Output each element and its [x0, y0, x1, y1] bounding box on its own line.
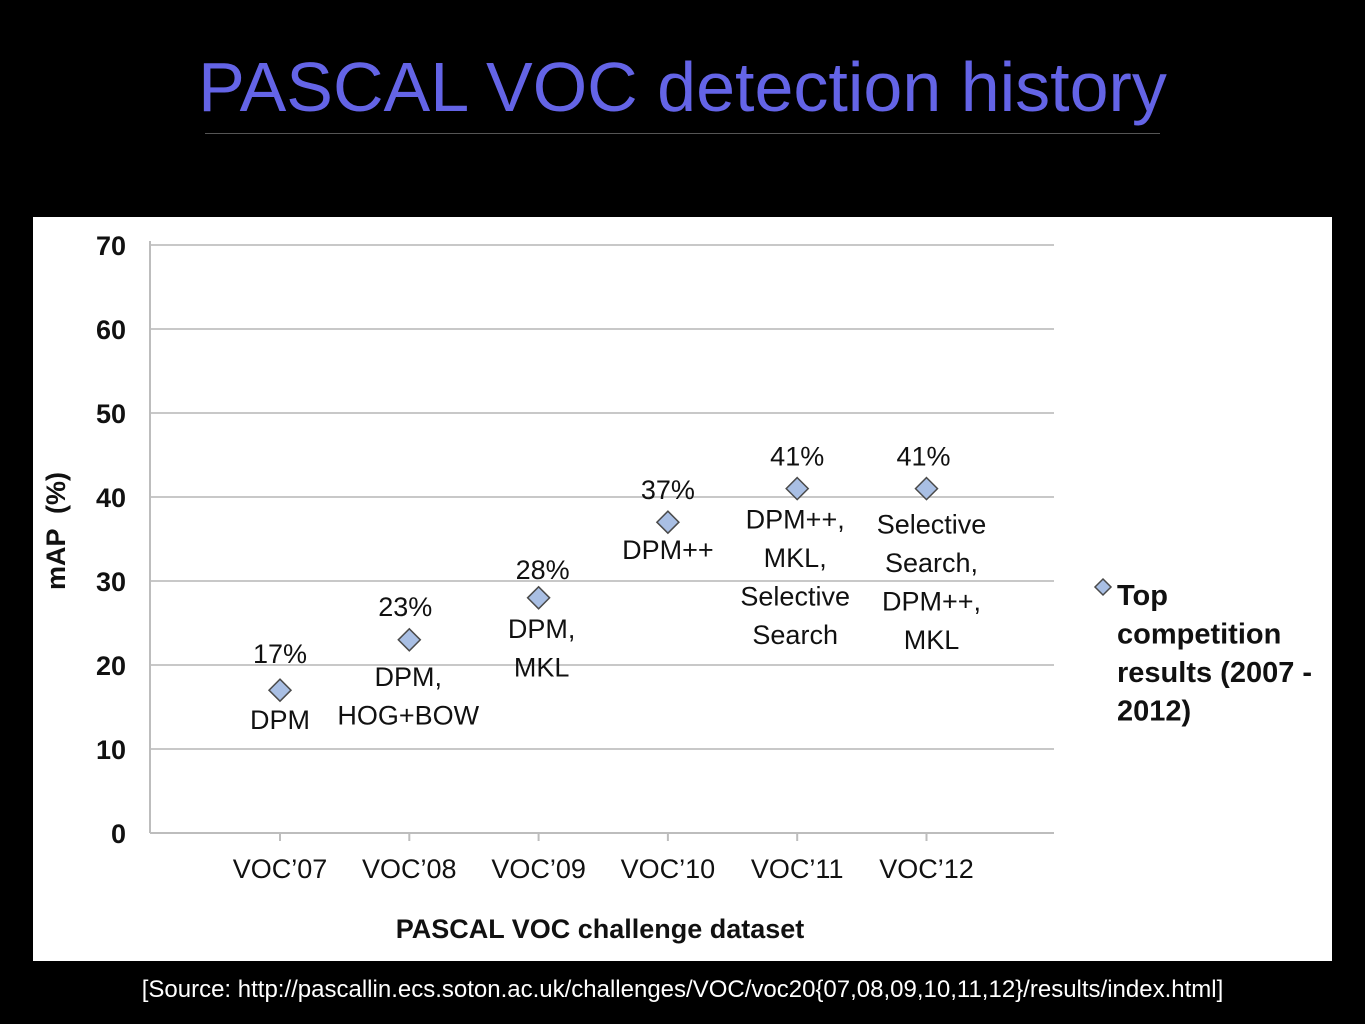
y-tick-label: 70: [96, 231, 126, 261]
map-scatter-chart: 0 10 20 30 40 50 60 70 VOC’07 VOC’08 VOC’09 VOC’10 V…: [41, 231, 1312, 944]
x-category-label: VOC’09: [491, 854, 586, 884]
chart-panel: 0 10 20 30 40 50 60 70 VOC’07 VOC’08 VOC’09 VOC’10 V…: [33, 217, 1332, 961]
legend-label-line: Top: [1117, 580, 1168, 612]
x-category-label: VOC’10: [621, 854, 716, 884]
data-point-marker: [267, 678, 293, 703]
data-value-label: 41%: [896, 442, 950, 472]
title-divider: [205, 133, 1160, 134]
method-annotation-line: MKL: [904, 625, 960, 655]
y-axis-title: mAP (%): [41, 472, 71, 590]
data-point-marker: [785, 476, 810, 501]
method-annotation-line: Search,: [885, 548, 978, 578]
method-annotation-line: MKL: [514, 652, 570, 682]
x-axis-title: PASCAL VOC challenge dataset: [396, 914, 805, 944]
data-value-label: 37%: [641, 475, 695, 505]
legend-label-line: competition: [1117, 619, 1281, 651]
data-point-marker: [526, 585, 551, 610]
method-annotation-line: DPM,: [508, 614, 576, 644]
method-annotation-line: DPM++: [622, 535, 714, 565]
x-category-label: VOC’12: [879, 854, 974, 884]
method-annotation-line: MKL,: [764, 543, 827, 573]
method-annotation-line: Search: [752, 620, 838, 650]
data-point-marker: [914, 476, 939, 501]
method-annotation-line: Selective: [877, 510, 987, 540]
legend-marker: [1093, 577, 1113, 597]
x-category-label: VOC’07: [233, 854, 328, 884]
source-citation: [Source: http://pascallin.ecs.soton.ac.u…: [141, 976, 1224, 1003]
method-annotation-line: Selective: [740, 582, 850, 612]
legend-label-line: results (2007 -: [1117, 657, 1312, 689]
method-annotation-line: DPM++,: [882, 587, 981, 617]
y-tick-label: 50: [96, 399, 126, 429]
data-value-label: 28%: [516, 555, 570, 585]
y-tick-label: 20: [96, 651, 126, 681]
y-tick-label: 0: [111, 819, 126, 849]
y-tick-label: 40: [96, 483, 126, 513]
legend-label-line: 2012): [1117, 696, 1191, 728]
y-tick-label: 30: [96, 567, 126, 597]
slide-title: PASCAL VOC detection history: [198, 48, 1167, 126]
method-annotation-line: DPM: [250, 705, 310, 735]
data-value-label: 41%: [770, 442, 824, 472]
data-point-marker: [397, 627, 422, 652]
y-tick-label: 60: [96, 315, 126, 345]
method-annotation-line: DPM,: [375, 662, 443, 692]
y-tick-label: 10: [96, 735, 126, 765]
data-point-marker: [655, 510, 680, 535]
method-annotation-line: DPM++,: [746, 505, 845, 535]
data-value-label: 23%: [378, 592, 432, 622]
data-value-label: 17%: [253, 639, 307, 669]
x-category-label: VOC’11: [751, 854, 844, 884]
x-category-label: VOC’08: [362, 854, 457, 884]
method-annotation-line: HOG+BOW: [337, 700, 479, 730]
